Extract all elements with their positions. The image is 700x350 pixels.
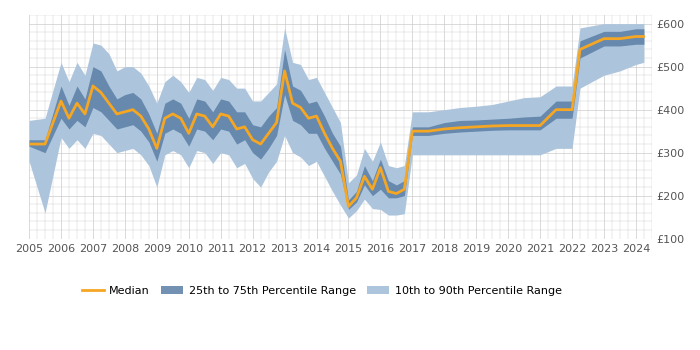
Legend: Median, 25th to 75th Percentile Range, 10th to 90th Percentile Range: Median, 25th to 75th Percentile Range, 1… [77, 281, 566, 300]
